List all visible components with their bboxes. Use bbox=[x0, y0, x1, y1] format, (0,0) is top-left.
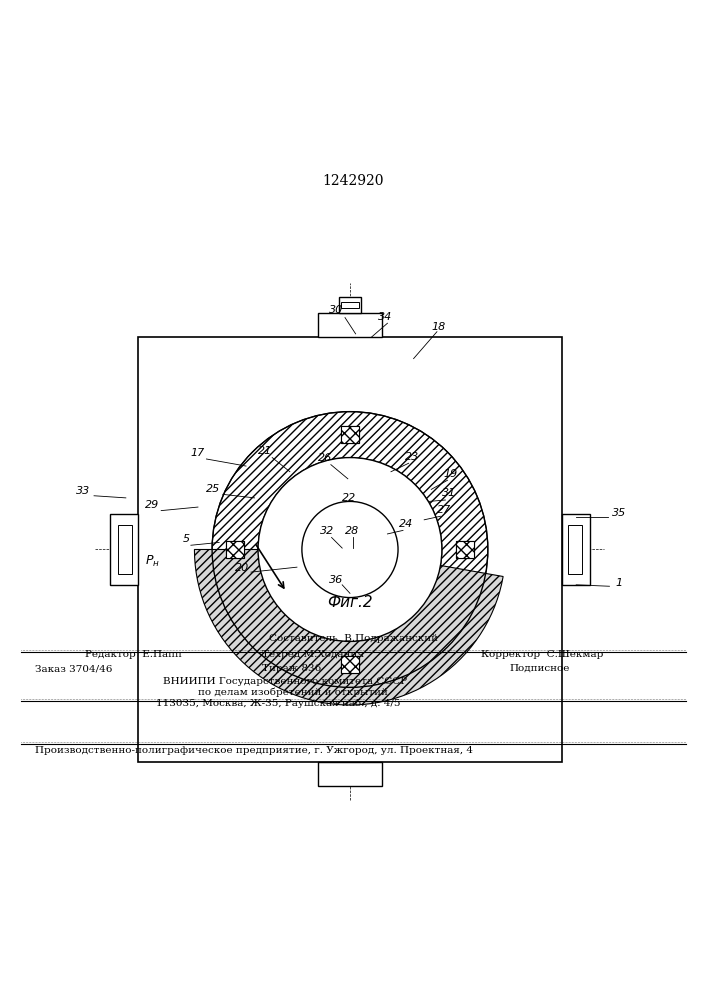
Bar bbox=[341, 656, 358, 673]
Text: Техред М.Хoданич: Техред М.Хoданич bbox=[262, 650, 363, 659]
Bar bbox=[339, 297, 361, 313]
Bar bbox=[318, 313, 382, 337]
Bar bbox=[341, 656, 358, 673]
Text: 33: 33 bbox=[76, 486, 90, 496]
Circle shape bbox=[302, 501, 398, 598]
Bar bbox=[341, 426, 358, 443]
Bar bbox=[341, 302, 359, 308]
Text: 34: 34 bbox=[378, 312, 392, 322]
Bar bbox=[456, 541, 474, 558]
Text: 24: 24 bbox=[399, 519, 414, 529]
Text: 26: 26 bbox=[318, 453, 332, 463]
Text: Производственно-полиграфическое предприятие, г. Ужгород, ул. Проектная, 4: Производственно-полиграфическое предприя… bbox=[35, 746, 474, 755]
Text: 113035, Москва, Ж-35, Раушская наб., д. 4/5: 113035, Москва, Ж-35, Раушская наб., д. … bbox=[156, 699, 400, 708]
Text: 18: 18 bbox=[431, 322, 445, 332]
Text: Заказ 3704/46: Заказ 3704/46 bbox=[35, 664, 112, 673]
Bar bbox=[562, 514, 590, 585]
Text: по делам изобретений и открытий: по делам изобретений и открытий bbox=[198, 688, 388, 697]
Text: 21: 21 bbox=[258, 446, 272, 456]
Text: 20: 20 bbox=[235, 563, 249, 573]
Bar bbox=[318, 762, 382, 786]
Text: Подписное: Подписное bbox=[509, 664, 569, 673]
Text: Составитель  В.Подражанский: Составитель В.Подражанский bbox=[269, 634, 438, 643]
Text: 29: 29 bbox=[145, 500, 159, 510]
Text: 30: 30 bbox=[329, 305, 343, 315]
Text: 31: 31 bbox=[442, 488, 456, 498]
Text: 5: 5 bbox=[182, 534, 189, 544]
Bar bbox=[118, 525, 132, 574]
Text: Редактор  Е.Папп: Редактор Е.Папп bbox=[85, 650, 182, 659]
Text: 1: 1 bbox=[615, 578, 622, 588]
Text: Корректор  С.Шекмар: Корректор С.Шекмар bbox=[481, 650, 603, 659]
Text: 17: 17 bbox=[191, 448, 205, 458]
Text: Фиг.2: Фиг.2 bbox=[327, 595, 373, 610]
Text: 25: 25 bbox=[206, 484, 221, 494]
Text: 36: 36 bbox=[329, 575, 344, 585]
Bar bbox=[110, 514, 138, 585]
Text: 35: 35 bbox=[612, 508, 626, 518]
Text: 28: 28 bbox=[345, 526, 359, 536]
Circle shape bbox=[258, 458, 442, 641]
Text: 22: 22 bbox=[342, 493, 356, 503]
Text: Тираж 836: Тираж 836 bbox=[262, 664, 321, 673]
Bar bbox=[226, 541, 244, 558]
Text: 1242920: 1242920 bbox=[323, 174, 384, 188]
Text: 23: 23 bbox=[405, 452, 419, 462]
Bar bbox=[568, 525, 582, 574]
Bar bbox=[341, 426, 358, 443]
Bar bbox=[226, 541, 244, 558]
Text: 19: 19 bbox=[444, 469, 458, 479]
PathPatch shape bbox=[194, 549, 503, 705]
Bar bbox=[456, 541, 474, 558]
Text: ВНИИПИ Государственного комитета СССР: ВНИИПИ Государственного комитета СССР bbox=[163, 677, 407, 686]
Text: 32: 32 bbox=[320, 526, 334, 536]
Text: $P_н$: $P_н$ bbox=[144, 554, 160, 569]
Text: 27: 27 bbox=[437, 505, 451, 515]
Bar bbox=[138, 337, 562, 762]
